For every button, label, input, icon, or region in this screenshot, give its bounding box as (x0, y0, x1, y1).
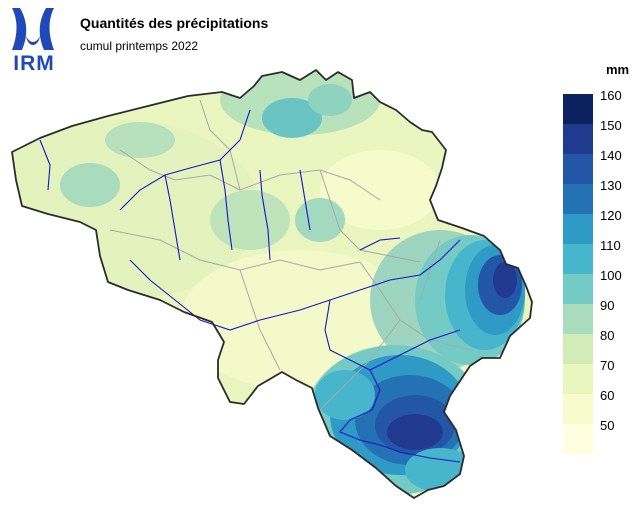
legend-swatch (563, 364, 593, 394)
legend-swatch (563, 274, 593, 304)
irm-logo: IRM (4, 6, 62, 75)
legend-label: 150 (600, 118, 622, 133)
logo-text: IRM (13, 52, 55, 75)
legend-label: 130 (600, 178, 622, 193)
legend-label: 50 (600, 418, 615, 433)
legend-swatch (563, 334, 593, 364)
legend-label: 70 (600, 358, 615, 373)
precipitation-field (12, 70, 532, 498)
legend-swatch (563, 424, 593, 454)
legend-swatch (563, 94, 593, 124)
legend-label: 60 (600, 388, 615, 403)
legend-label: 120 (600, 208, 622, 223)
legend-label: 160 (600, 88, 622, 103)
legend-labels: 160 150 140 130 120 110 100 90 80 70 60 … (600, 89, 636, 449)
map-title: Quantités des précipitations (80, 15, 269, 31)
country-border (11, 69, 533, 499)
legend-unit: mm (606, 62, 630, 77)
province-borders (109, 99, 471, 411)
legend-swatch (563, 184, 593, 214)
legend-swatch (563, 214, 593, 244)
legend-label: 140 (600, 148, 622, 163)
map-subtitle: cumul printemps 2022 (80, 39, 199, 53)
legend-label: 110 (600, 238, 621, 253)
legend-swatch (563, 154, 593, 184)
legend-label: 80 (600, 328, 615, 343)
legend-label: 90 (600, 298, 615, 313)
rivers (39, 109, 461, 463)
legend-swatch (563, 124, 593, 154)
legend-swatch (563, 244, 593, 274)
legend-swatch (563, 304, 593, 334)
irm-logo-mark (12, 8, 54, 50)
legend-label: 100 (600, 268, 622, 283)
color-scale (563, 94, 593, 454)
legend-swatch (563, 394, 593, 424)
